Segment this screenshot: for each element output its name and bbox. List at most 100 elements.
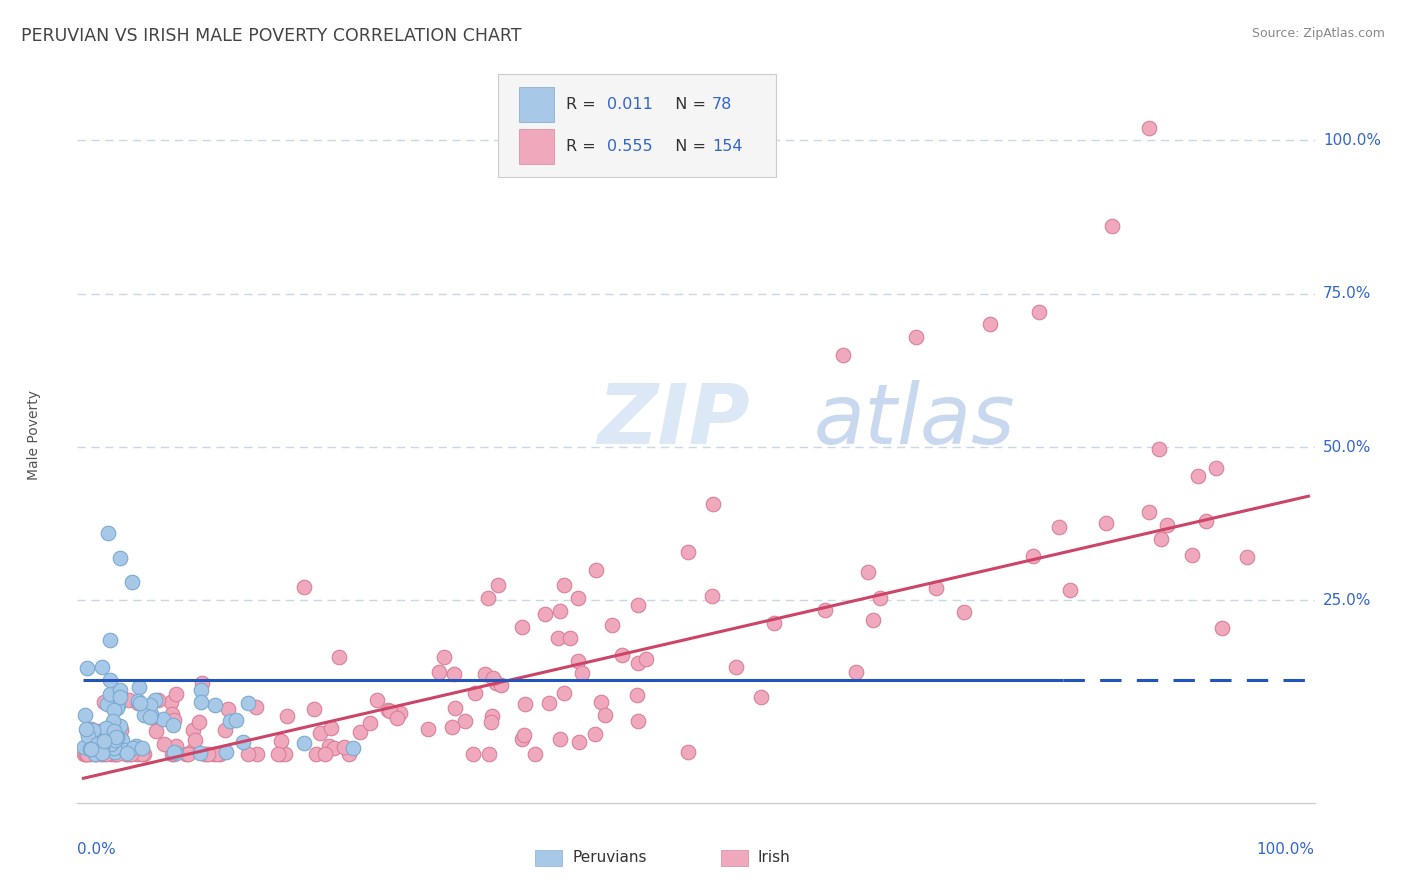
Point (328, 649, 350, 664)
Point (1137, 121, 1160, 136)
Point (378, 704, 401, 718)
Point (181, 723, 204, 737)
Point (162, 718, 184, 732)
Point (567, 654, 589, 668)
Point (89, 746, 111, 760)
Point (366, 693, 388, 707)
Point (270, 734, 292, 748)
Point (141, 706, 163, 721)
Point (214, 723, 236, 738)
Point (191, 675, 214, 690)
Point (100, 747, 122, 761)
Point (292, 580, 315, 594)
Point (98, 687, 121, 701)
Point (143, 692, 166, 706)
Text: 100.0%: 100.0% (1257, 842, 1315, 856)
Point (79, 730, 101, 744)
Point (87, 728, 110, 742)
Point (125, 739, 148, 753)
Point (104, 747, 127, 761)
Point (97, 526, 120, 541)
Text: Peruvians: Peruvians (572, 850, 647, 865)
Point (319, 721, 342, 735)
Text: 50.0%: 50.0% (1323, 440, 1371, 455)
Point (83, 747, 105, 761)
Text: 0.011: 0.011 (607, 97, 652, 112)
Point (305, 747, 328, 761)
Point (1028, 305, 1050, 319)
Point (416, 722, 439, 736)
Point (118, 692, 141, 706)
Point (342, 741, 364, 756)
Point (214, 745, 236, 759)
Point (87, 724, 110, 739)
Point (845, 665, 868, 679)
Point (486, 578, 509, 592)
Point (86, 737, 108, 751)
Point (101, 714, 124, 728)
Point (1147, 442, 1170, 457)
Point (571, 666, 593, 681)
Point (90, 746, 112, 760)
Point (482, 671, 505, 685)
Point (217, 702, 239, 716)
Point (117, 747, 139, 761)
Point (127, 696, 149, 710)
Point (550, 604, 572, 618)
Point (96, 698, 118, 712)
Point (176, 747, 198, 761)
Point (474, 667, 496, 681)
Point (194, 747, 217, 761)
Point (814, 603, 837, 617)
Point (79, 741, 101, 756)
Point (131, 747, 153, 761)
Point (100, 737, 122, 751)
Text: 78: 78 (711, 97, 733, 112)
Point (678, 745, 700, 759)
Point (73, 747, 96, 761)
Point (165, 687, 187, 701)
Point (125, 747, 148, 761)
Text: R =: R = (567, 97, 600, 112)
Point (537, 696, 560, 710)
Point (1187, 469, 1209, 483)
Point (270, 747, 292, 761)
Point (626, 689, 648, 703)
Point (103, 741, 125, 756)
Text: ZIP: ZIP (598, 380, 749, 460)
Point (73, 708, 96, 723)
Point (567, 591, 589, 606)
Text: 100.0%: 100.0% (1323, 133, 1381, 148)
Point (869, 591, 891, 606)
Point (108, 550, 131, 565)
Point (105, 747, 128, 761)
Point (84, 737, 107, 751)
Point (165, 739, 187, 753)
Point (163, 747, 186, 761)
Point (589, 694, 612, 708)
Point (1211, 622, 1233, 636)
Point (76, 747, 98, 761)
Text: 154: 154 (711, 139, 742, 154)
Point (1059, 582, 1081, 597)
Point (547, 631, 569, 645)
Point (676, 544, 699, 558)
Point (627, 657, 650, 671)
Point (489, 678, 512, 692)
Point (209, 747, 232, 761)
Point (856, 565, 879, 579)
Point (323, 741, 346, 756)
Point (600, 618, 623, 632)
Point (626, 714, 648, 729)
Point (314, 747, 336, 761)
Point (132, 707, 155, 722)
Text: 25.0%: 25.0% (1323, 593, 1371, 608)
Point (121, 741, 143, 756)
Point (1137, 505, 1160, 519)
Point (276, 709, 298, 723)
Point (79, 742, 101, 756)
Point (1181, 548, 1204, 562)
Point (725, 659, 748, 673)
Point (152, 712, 174, 726)
Point (90, 659, 112, 673)
